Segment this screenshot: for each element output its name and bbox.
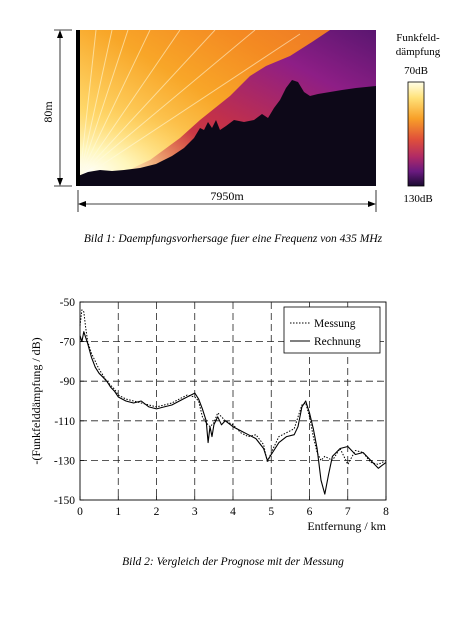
x-tick-label-8: 8	[383, 506, 389, 518]
x-tick-label-7: 7	[345, 506, 351, 518]
y-tick-label--110: -110	[54, 416, 75, 428]
figure1-caption: Bild 1: Daempfungsvorhersage fuer eine F…	[84, 233, 383, 245]
propagation-heatmap	[76, 30, 376, 186]
legend-bottom-value: 130dB	[403, 193, 432, 205]
chart-legend: Messung Rechnung	[283, 306, 381, 354]
x-tick-label-5: 5	[268, 506, 274, 518]
x-tick-label-1: 1	[115, 506, 121, 518]
y-axis-label: -(Funkfelddämpfung / dB)	[29, 337, 43, 464]
x-tick-label-4: 4	[230, 506, 236, 518]
x-tick-label-2: 2	[154, 506, 160, 518]
heatmap-left-edge	[76, 30, 80, 186]
y-tick-label--150: -150	[54, 495, 75, 507]
legend-top-value: 70dB	[404, 65, 428, 77]
heatmap-rays	[79, 30, 301, 179]
series-lines	[79, 309, 387, 495]
legend-title-line1: Funkfeld-	[396, 32, 440, 44]
legend-label-rechnung: Rechnung	[314, 336, 361, 348]
y-tick-label--130: -130	[54, 455, 75, 467]
width-label: 7950m	[210, 189, 244, 203]
legend-title-line2: dämpfung	[396, 46, 441, 58]
axis-ticks	[79, 301, 387, 501]
x-axis-label: Entfernung / km	[307, 519, 386, 533]
tick-labels: 0 1 2 3 4 5 6 7 8 -50 -70 -90 -110 -130 -150	[54, 297, 389, 518]
x-tick-label-6: 6	[307, 506, 313, 518]
legend-label-messung: Messung	[314, 318, 356, 330]
height-dimension	[54, 29, 72, 187]
y-tick-label--50: -50	[60, 297, 76, 309]
series-line-rechnung	[79, 331, 387, 495]
height-label: 80m	[41, 101, 55, 123]
width-dimension	[77, 190, 377, 212]
y-tick-label--70: -70	[60, 337, 76, 349]
x-tick-label-0: 0	[77, 506, 83, 518]
colorbar	[407, 81, 425, 187]
x-tick-label-3: 3	[192, 506, 198, 518]
figure2-caption: Bild 2: Vergleich der Prognose mit der M…	[122, 556, 344, 568]
y-tick-label--90: -90	[60, 376, 76, 388]
comparison-chart: 0 1 2 3 4 5 6 7 8 -50 -70 -90 -110 -130 -150 -(Funkfel…	[29, 297, 389, 533]
terrain-profile	[78, 80, 376, 186]
